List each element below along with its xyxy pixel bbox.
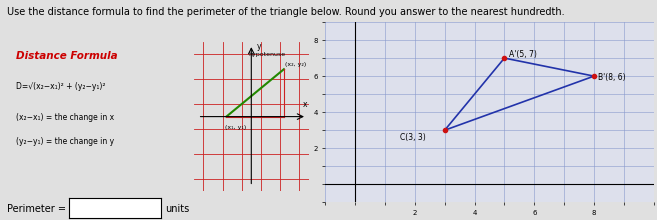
Text: B'(8, 6): B'(8, 6) <box>599 73 626 82</box>
Text: y: y <box>257 42 261 51</box>
Text: (x₂, y₂): (x₂, y₂) <box>285 62 306 67</box>
Text: A'(5, 7): A'(5, 7) <box>509 50 537 59</box>
Text: C(3, 3): C(3, 3) <box>400 133 426 142</box>
Text: units: units <box>166 204 190 214</box>
Text: (x₂−x₁) = the change in x: (x₂−x₁) = the change in x <box>16 113 114 122</box>
Text: hypotenuse: hypotenuse <box>248 52 285 57</box>
Text: Distance Formula: Distance Formula <box>16 51 117 61</box>
Text: D=√(x₂−x₁)² + (y₂−y₁)²: D=√(x₂−x₁)² + (y₂−y₁)² <box>16 82 105 91</box>
Text: Use the distance formula to find the perimeter of the triangle below. Round you : Use the distance formula to find the per… <box>7 7 564 16</box>
Text: (y₂−y₁) = the change in y: (y₂−y₁) = the change in y <box>16 137 114 146</box>
Text: (x₁, y₁): (x₁, y₁) <box>225 125 246 130</box>
Text: x: x <box>303 100 307 109</box>
Text: Perimeter =: Perimeter = <box>7 204 66 214</box>
